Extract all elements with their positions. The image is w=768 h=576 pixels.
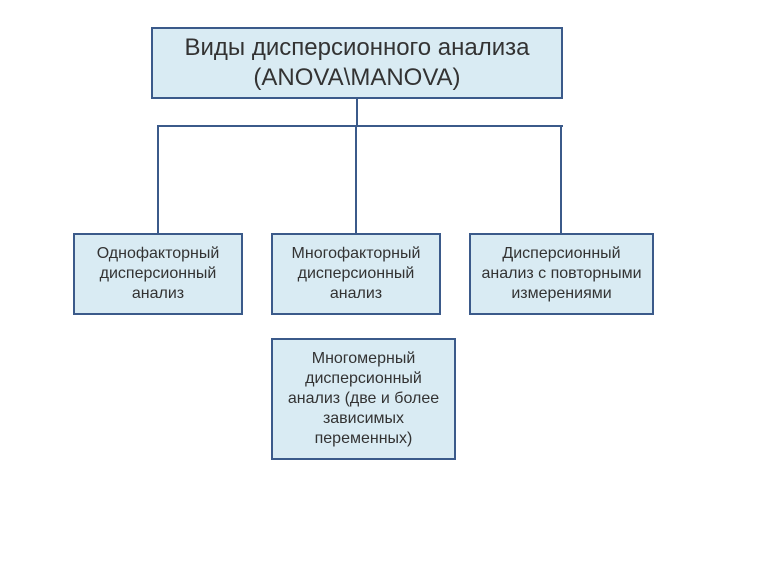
child-node-0: Однофакторный дисперсионный анализ <box>73 233 243 315</box>
root-line1: Виды дисперсионного анализа <box>185 33 530 63</box>
child-node-1: Многофакторный дисперсионный анализ <box>271 233 441 315</box>
bottom-text: Многомерный дисперсионный анализ (две и … <box>281 349 446 449</box>
connector-child-1 <box>157 125 159 233</box>
child-1-text: Многофакторный дисперсионный анализ <box>281 244 431 304</box>
child-0-text: Однофакторный дисперсионный анализ <box>83 244 233 304</box>
connector-root-down <box>356 99 358 127</box>
connector-horizontal <box>158 125 563 127</box>
child-2-text: Дисперсионный анализ с повторными измере… <box>479 244 644 304</box>
root-node: Виды дисперсионного анализа (ANOVA\MANOV… <box>151 27 563 99</box>
connector-child-2 <box>355 125 357 233</box>
root-line2: (ANOVA\MANOVA) <box>185 63 530 93</box>
bottom-node: Многомерный дисперсионный анализ (две и … <box>271 338 456 460</box>
connector-child-3 <box>560 125 562 233</box>
child-node-2: Дисперсионный анализ с повторными измере… <box>469 233 654 315</box>
